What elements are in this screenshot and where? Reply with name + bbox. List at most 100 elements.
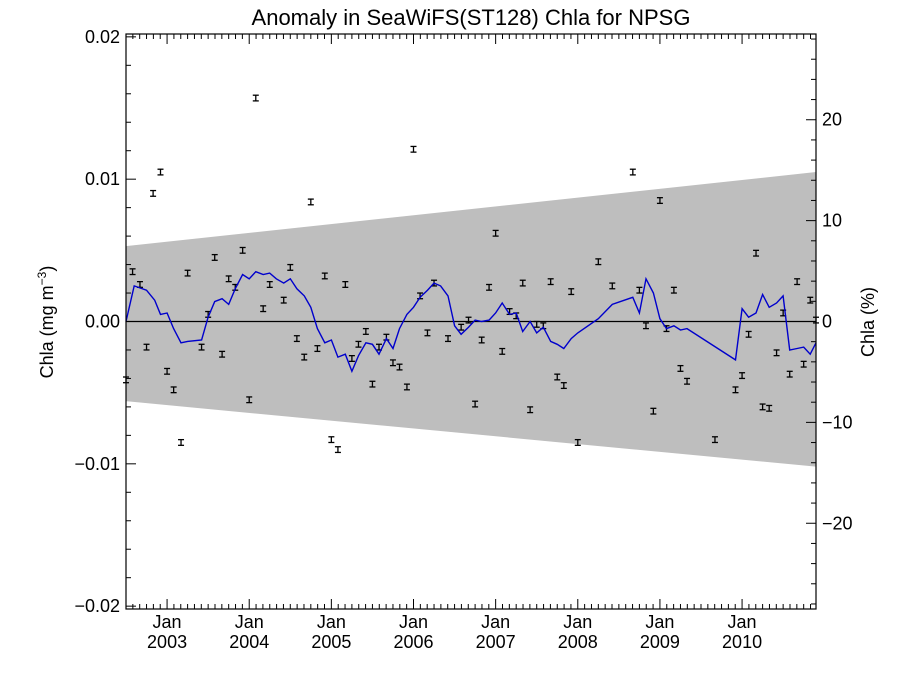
- data-point: [533, 320, 540, 328]
- data-point: [609, 282, 616, 290]
- x-tick-year-label: 2003: [147, 632, 187, 652]
- data-point: [211, 253, 218, 261]
- x-tick-year-label: 2005: [311, 632, 351, 652]
- data-point: [478, 336, 485, 344]
- plot-area: [123, 94, 819, 467]
- data-point: [445, 335, 451, 343]
- data-point: [157, 168, 164, 176]
- data-point: [342, 280, 349, 288]
- data-point: [629, 168, 636, 176]
- data-point: [766, 404, 773, 412]
- data-point: [642, 322, 649, 330]
- data-point: [178, 438, 185, 446]
- data-point: [403, 383, 410, 391]
- x-tick-month-label: Jan: [563, 612, 592, 632]
- data-point: [266, 280, 273, 288]
- data-point: [369, 380, 376, 388]
- y-axis-left-label-close: ): [37, 266, 57, 272]
- data-point: [219, 350, 226, 358]
- data-point: [486, 283, 493, 291]
- x-tick-month-label: Jan: [728, 612, 757, 632]
- data-point: [280, 296, 287, 304]
- data-point: [143, 343, 150, 351]
- data-point: [554, 373, 561, 381]
- data-point: [458, 323, 465, 331]
- data-point: [355, 340, 362, 348]
- data-point: [670, 286, 677, 294]
- y-axis-right-label: Chla (%): [858, 287, 878, 357]
- data-point: [753, 249, 760, 257]
- data-point: [293, 335, 300, 343]
- data-point: [301, 353, 308, 361]
- data-point: [650, 407, 657, 415]
- x-tick-month-label: Jan: [645, 612, 674, 632]
- y-left-tick-label: −0.01: [74, 454, 120, 474]
- x-tick-year-label: 2007: [476, 632, 516, 652]
- data-point: [794, 278, 801, 286]
- data-point: [164, 367, 171, 375]
- data-point: [170, 386, 177, 394]
- data-point: [759, 403, 766, 411]
- data-point: [465, 316, 472, 324]
- data-point: [711, 436, 718, 444]
- data-point: [424, 329, 431, 337]
- x-tick-year-label: 2008: [558, 632, 598, 652]
- y-right-tick-label: −20: [822, 513, 853, 533]
- data-point: [732, 386, 739, 394]
- data-point: [519, 279, 526, 287]
- data-point: [389, 359, 396, 367]
- y-right-tick-label: 0: [822, 312, 832, 332]
- data-point: [786, 370, 793, 378]
- x-tick-month-label: Jan: [317, 612, 346, 632]
- smoothed-series-line: [125, 270, 817, 374]
- uncertainty-envelope: [126, 172, 816, 467]
- data-point: [595, 258, 602, 266]
- data-point: [239, 246, 246, 254]
- y-right-tick-label: 10: [822, 211, 842, 231]
- y-axis-left-label-superscript: −3: [35, 271, 49, 285]
- data-point: [560, 382, 567, 390]
- data-point: [314, 345, 321, 353]
- data-point: [334, 446, 341, 454]
- y-left-tick-label: 0.00: [85, 312, 120, 332]
- x-tick-year-label: 2006: [393, 632, 433, 652]
- data-point: [252, 94, 259, 102]
- y-left-tick-label: 0.02: [85, 27, 120, 47]
- axes: 0.020.010.00−0.01−0.0220100−10−20Jan2003…: [74, 27, 852, 652]
- data-point: [499, 347, 506, 355]
- data-point: [773, 349, 780, 357]
- data-point: [396, 363, 403, 371]
- data-point: [246, 396, 253, 404]
- data-point: [129, 268, 136, 276]
- data-point: [260, 305, 267, 313]
- x-tick-month-label: Jan: [235, 612, 264, 632]
- data-point: [410, 145, 417, 153]
- data-point: [492, 229, 499, 237]
- data-point: [184, 269, 191, 277]
- data-point: [574, 438, 581, 446]
- data-point: [684, 377, 691, 385]
- data-point: [225, 275, 232, 283]
- y-axis-left-label-text: Chla (mg m: [37, 285, 57, 378]
- x-tick-month-label: Jan: [153, 612, 182, 632]
- data-point: [307, 198, 314, 206]
- data-point: [287, 263, 294, 271]
- data-point: [321, 272, 328, 280]
- x-tick-month-label: Jan: [481, 612, 510, 632]
- x-tick-month-label: Jan: [399, 612, 428, 632]
- data-point: [348, 355, 355, 363]
- data-point: [527, 406, 534, 414]
- x-tick-year-label: 2004: [229, 632, 269, 652]
- y-right-tick-label: −10: [822, 412, 853, 432]
- x-tick-year-label: 2010: [722, 632, 762, 652]
- data-point: [677, 364, 684, 372]
- y-right-tick-label: 20: [822, 110, 842, 130]
- data-point: [807, 296, 814, 304]
- data-point: [362, 327, 369, 335]
- data-point: [150, 189, 157, 197]
- data-point: [745, 330, 752, 338]
- data-point: [636, 286, 643, 294]
- data-point: [800, 360, 807, 368]
- y-axis-left-label: Chla (mg m−3): [35, 266, 57, 379]
- x-tick-year-label: 2009: [640, 632, 680, 652]
